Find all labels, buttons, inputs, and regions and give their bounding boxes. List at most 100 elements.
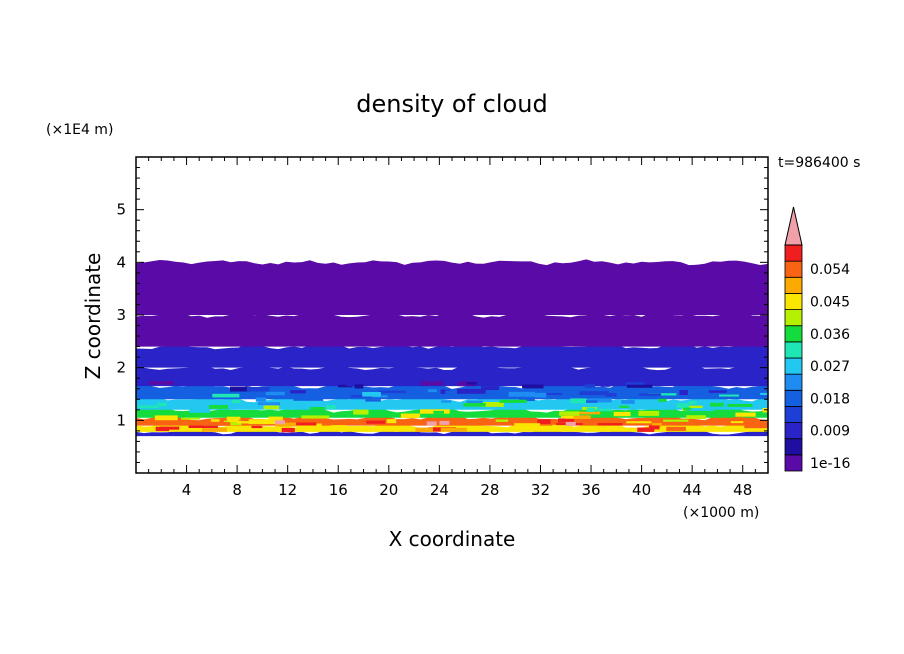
contour-patch xyxy=(652,423,662,427)
contour-patch xyxy=(647,393,677,396)
colorbar-segment xyxy=(784,309,803,327)
contour-peak xyxy=(439,420,450,425)
contour-patch xyxy=(479,402,504,407)
colorbar: 1e-16 0.009 0.018 0.027 0.036 0.045 0.054 xyxy=(784,206,850,472)
colorbar-label: 1e-16 xyxy=(810,456,850,472)
contour-patch xyxy=(575,411,601,415)
contour-patch xyxy=(514,404,532,409)
contour-patch xyxy=(371,403,390,406)
x-tick-label: 20 xyxy=(379,481,398,499)
colorbar-label: 0.054 xyxy=(810,262,850,278)
contour-patch xyxy=(466,400,483,404)
contour-patch xyxy=(688,401,697,405)
contour-patch xyxy=(310,407,325,411)
x-tick-label: 8 xyxy=(232,481,242,499)
colorbar-segment xyxy=(784,341,803,359)
contour-patch xyxy=(676,403,690,408)
contour-patch xyxy=(625,382,645,387)
contour-layer xyxy=(136,259,768,315)
contour-patch xyxy=(595,408,611,412)
contour-patch xyxy=(584,384,596,388)
colorbar-label: 0.009 xyxy=(810,424,850,440)
contour-patch xyxy=(386,419,397,424)
contour-patch xyxy=(189,408,211,413)
contour-peak xyxy=(275,420,285,425)
contour-patch xyxy=(353,409,369,415)
contour-patch xyxy=(265,391,285,396)
contour-patch xyxy=(658,398,667,402)
x-tick-label: 36 xyxy=(581,481,600,499)
contour-patch xyxy=(561,416,574,419)
x-tick-label: 48 xyxy=(733,481,752,499)
colorbar-segment xyxy=(784,357,803,375)
contour-patch xyxy=(495,419,509,422)
x-tick-label: 32 xyxy=(531,481,550,499)
colorbar-segment xyxy=(784,389,803,407)
contour-patch xyxy=(415,427,433,432)
contour-patch xyxy=(343,426,373,430)
y-axis-label: Z coordinate xyxy=(81,253,105,380)
contour-patch xyxy=(605,393,617,397)
y-tick-label: 3 xyxy=(116,306,126,324)
contour-patch xyxy=(669,415,685,418)
contour-patch xyxy=(466,382,477,385)
y-unit-label: (×1E4 m) xyxy=(46,122,113,138)
contour-patch xyxy=(236,421,250,424)
contour-patch xyxy=(433,410,444,414)
contour-patch xyxy=(481,386,499,391)
colorbar-label: 0.027 xyxy=(810,359,850,375)
contour-patch xyxy=(268,416,283,421)
contour-layer xyxy=(136,407,768,418)
contour-patch xyxy=(154,415,178,421)
contour-patch xyxy=(231,399,241,404)
contour-patch xyxy=(229,404,242,410)
contour-patch xyxy=(210,419,221,422)
contour-patch xyxy=(649,425,660,430)
contour-patch xyxy=(663,419,689,422)
y-tick-label: 5 xyxy=(116,201,126,219)
contour-patch xyxy=(666,426,686,431)
colorbar-label: 0.018 xyxy=(810,391,850,407)
colorbar-segment xyxy=(784,293,803,310)
contour-patch xyxy=(760,392,768,395)
contour-patch xyxy=(137,405,159,409)
contour-patch xyxy=(427,389,437,393)
contour-patch xyxy=(637,427,655,432)
contour-patch xyxy=(744,423,768,429)
x-tick-label: 24 xyxy=(430,481,449,499)
contour-patch xyxy=(519,396,535,401)
contour-patch xyxy=(257,402,281,406)
contour-patch xyxy=(639,393,662,396)
contour-patch xyxy=(583,400,598,403)
x-tick-label: 16 xyxy=(329,481,348,499)
contour-patch xyxy=(157,402,167,407)
colorbar-segment xyxy=(784,325,803,343)
contour-patch xyxy=(212,393,240,398)
contour-patch xyxy=(326,405,336,410)
contour-patch xyxy=(730,421,744,424)
contour-patch xyxy=(597,423,623,426)
colorbar-segment xyxy=(784,244,803,262)
y-axis: 1 2 3 4 5 xyxy=(116,167,768,463)
contour-patch xyxy=(203,422,231,426)
contour-patch xyxy=(366,420,386,424)
contour-patch xyxy=(733,417,745,421)
contour-patch xyxy=(208,405,228,409)
contour-patch xyxy=(673,386,699,389)
contour-patch xyxy=(565,415,591,419)
contour-patch xyxy=(586,398,612,403)
contour-patch xyxy=(686,415,706,419)
contour-patch xyxy=(290,390,306,394)
contour-patch xyxy=(441,400,452,403)
contour-patch xyxy=(354,384,364,389)
contour-patch xyxy=(499,399,527,403)
contour-patch xyxy=(400,413,421,419)
contour-patch xyxy=(159,426,180,430)
contour-patch xyxy=(719,394,739,397)
contour-patch xyxy=(255,397,267,402)
contour-patch xyxy=(463,403,486,407)
x-axis-label: X coordinate xyxy=(389,527,516,551)
contour-field xyxy=(136,259,768,437)
contour-patch xyxy=(224,420,242,426)
contour-patch xyxy=(275,422,305,427)
